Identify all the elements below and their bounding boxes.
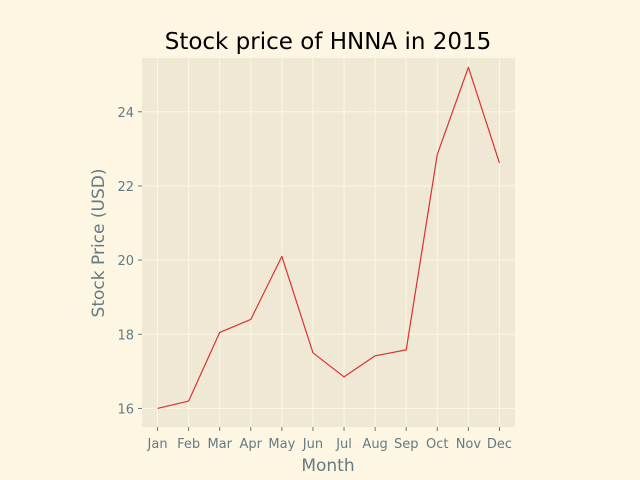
- x-tick-label: Mar: [207, 437, 232, 452]
- x-tick-label: Feb: [177, 437, 200, 452]
- x-tick-label: Aug: [362, 437, 387, 452]
- x-tick-label: Apr: [240, 437, 263, 452]
- y-axis-ticks: 16 18 20 22 24: [117, 106, 142, 417]
- x-tick-label: Nov: [456, 437, 482, 452]
- x-tick-label: Jul: [335, 437, 352, 452]
- x-tick-label: Jan: [147, 437, 168, 452]
- series-layer: [157, 66, 501, 410]
- y-tick-label: 22: [117, 180, 134, 195]
- y-tick-label: 20: [117, 254, 134, 269]
- chart-title: Stock price of HNNA in 2015: [165, 29, 492, 55]
- x-tick-label: Jun: [302, 437, 323, 452]
- y-tick-label: 18: [117, 328, 134, 343]
- x-axis-label: Month: [301, 456, 354, 476]
- y-tick-label: 24: [117, 106, 134, 121]
- x-tick-label: May: [268, 437, 295, 452]
- series-line: [157, 66, 501, 410]
- x-tick-label: Dec: [487, 437, 512, 452]
- plot-area: [142, 58, 515, 427]
- y-tick-label: 16: [117, 402, 134, 417]
- grid: [142, 58, 515, 427]
- y-axis-label: Stock Price (USD): [89, 169, 109, 318]
- x-tick-label: Oct: [426, 437, 448, 452]
- x-tick-label: Sep: [394, 437, 419, 452]
- x-axis-ticks: Jan Feb Mar Apr May Jun Jul Aug Sep Oct Nov Dec: [147, 427, 512, 452]
